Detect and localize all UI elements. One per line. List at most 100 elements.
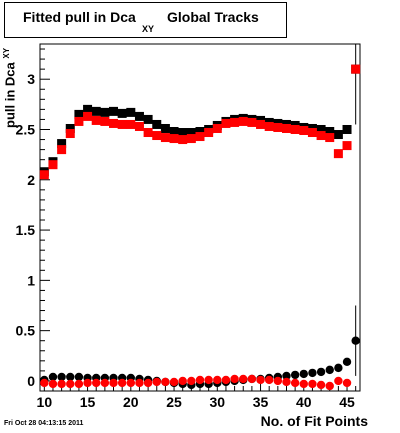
- data-point-circle: [74, 372, 84, 382]
- data-point-square: [273, 122, 283, 132]
- x-tick-label: 10: [37, 394, 53, 410]
- x-tick-label: 25: [166, 394, 182, 410]
- data-point-circle: [126, 378, 136, 388]
- data-point-circle: [299, 369, 308, 379]
- data-point-circle: [299, 379, 308, 389]
- data-point-square: [204, 128, 214, 138]
- x-tick-label: 45: [339, 394, 355, 410]
- data-point-circle: [230, 374, 239, 384]
- data-point-square: [221, 118, 231, 128]
- data-point-circle: [256, 375, 265, 385]
- data-point-circle: [282, 371, 291, 381]
- data-point-circle: [161, 377, 170, 387]
- data-point-circle: [290, 378, 300, 388]
- data-point-square: [143, 114, 153, 124]
- data-point-square: [325, 127, 335, 137]
- data-point-circle: [92, 378, 101, 388]
- data-point-circle: [239, 374, 248, 384]
- data-point-square: [65, 129, 75, 139]
- data-point-circle: [342, 357, 352, 367]
- data-point-square: [307, 128, 317, 138]
- data-point-circle: [308, 379, 317, 389]
- data-point-circle: [264, 375, 274, 385]
- data-point-square: [316, 131, 326, 141]
- data-point-square: [247, 117, 257, 127]
- data-point-circle: [100, 378, 110, 388]
- data-point-square: [152, 119, 162, 129]
- data-point-square: [186, 134, 196, 144]
- data-point-circle: [325, 381, 334, 391]
- data-point-circle: [213, 375, 222, 385]
- data-point-square: [65, 123, 75, 133]
- data-point-circle: [117, 378, 127, 388]
- data-point-circle: [195, 375, 205, 385]
- data-point-circle: [273, 376, 283, 386]
- data-point-square: [316, 124, 326, 134]
- data-point-circle: [325, 365, 334, 375]
- data-point-square: [57, 145, 67, 155]
- data-point-square: [169, 127, 179, 137]
- data-point-square: [100, 107, 110, 117]
- data-point-square: [290, 124, 300, 134]
- y-tick-label: 3: [27, 71, 35, 87]
- data-point-square: [178, 128, 188, 138]
- x-tick-label: 30: [210, 394, 226, 410]
- chart-title-suffix: Global Tracks: [167, 9, 259, 25]
- data-point-circle: [135, 378, 144, 388]
- data-point-square: [299, 125, 309, 135]
- data-point-square: [134, 121, 144, 131]
- data-point-square: [39, 170, 49, 180]
- data-point-circle: [282, 377, 291, 387]
- y-tick-label: 0.5: [16, 323, 36, 339]
- data-point-square: [195, 127, 205, 137]
- x-tick-label: 20: [123, 394, 139, 410]
- data-point-circle: [308, 368, 317, 378]
- data-point-circle: [57, 372, 66, 382]
- data-point-square: [143, 128, 153, 138]
- data-point-square: [212, 123, 222, 133]
- data-point-square: [117, 108, 127, 118]
- data-point-circle: [247, 374, 257, 384]
- data-point-square: [281, 123, 291, 133]
- y-tick-label: 0: [27, 373, 35, 389]
- y-axis-label: pull in Dca XY: [2, 8, 17, 128]
- data-point-circle: [351, 336, 360, 345]
- data-point-square: [134, 111, 144, 121]
- data-point-circle: [290, 370, 300, 380]
- data-point-square: [109, 118, 119, 128]
- data-point-square: [178, 135, 188, 145]
- data-point-square: [351, 64, 361, 74]
- x-tick-label: 40: [296, 394, 312, 410]
- timestamp: Fri Oct 28 04:13:15 2011: [4, 420, 84, 427]
- chart-title-box: Fitted pull in Dca XY Global Tracks: [4, 2, 287, 38]
- data-point-square: [91, 106, 101, 116]
- data-point-circle: [57, 379, 66, 389]
- data-point-circle: [48, 372, 58, 382]
- y-axis-label-main: pull in Dca: [2, 62, 18, 128]
- data-point-square: [117, 119, 127, 129]
- data-point-circle: [316, 380, 326, 390]
- data-point-square: [325, 133, 335, 143]
- x-tick-label: 35: [253, 394, 269, 410]
- data-point-square: [91, 115, 101, 125]
- data-point-square: [48, 160, 58, 170]
- data-point-circle: [66, 372, 75, 382]
- data-point-square: [186, 128, 196, 138]
- data-point-circle: [169, 377, 179, 387]
- data-point-circle: [152, 377, 161, 387]
- data-point-square: [342, 124, 352, 134]
- data-point-circle: [221, 375, 231, 385]
- data-point-circle: [316, 367, 326, 377]
- plot-frame: [39, 43, 361, 392]
- data-point-square: [195, 132, 205, 142]
- data-point-square: [160, 123, 170, 133]
- data-point-circle: [178, 376, 187, 386]
- data-point-circle: [143, 378, 153, 388]
- data-point-square: [74, 116, 84, 126]
- data-point-circle: [83, 378, 92, 388]
- x-axis-label: No. of Fit Points: [260, 413, 368, 429]
- data-point-square: [230, 117, 240, 127]
- data-point-square: [57, 139, 67, 149]
- data-point-square: [83, 111, 93, 121]
